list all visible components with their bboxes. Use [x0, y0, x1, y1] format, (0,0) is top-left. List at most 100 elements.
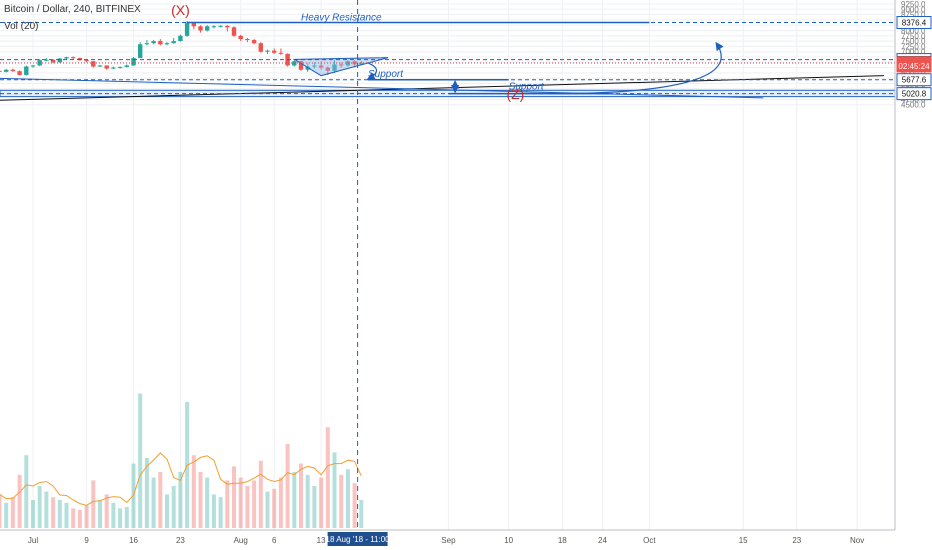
volume-bar	[118, 508, 123, 528]
volume-bar	[144, 458, 149, 528]
volume-bar	[71, 508, 76, 528]
time-tick-label: 6	[272, 536, 277, 545]
price-tick-label: 8000.0	[901, 27, 926, 36]
volume-bar	[31, 500, 35, 528]
candle-body	[97, 65, 103, 67]
time-tick-label: Jul	[28, 536, 38, 545]
candle-body	[17, 71, 22, 76]
annotation-label: Support	[509, 82, 545, 93]
price-badge-label: 02:45:24	[898, 62, 930, 71]
price-tick-label: 9250.0	[901, 0, 926, 9]
volume-bar	[292, 472, 297, 528]
candle-body	[325, 67, 330, 71]
annotation-label: Heavy Resistance	[301, 12, 382, 23]
candle-body	[91, 61, 96, 67]
volume-bar	[232, 466, 236, 528]
volume-bar	[171, 486, 176, 528]
projected-recovery-arrow	[548, 41, 724, 95]
volume-bar	[198, 472, 203, 528]
volume-bar	[151, 477, 156, 528]
volume-indicator-label: Vol (20)	[4, 21, 39, 32]
volume-bar	[305, 474, 310, 528]
candle-body	[191, 23, 196, 27]
descending-trendline	[0, 77, 764, 99]
volume-bar	[339, 474, 344, 528]
volume-bar	[252, 480, 257, 528]
price-badge-label: 5020.8	[902, 90, 927, 99]
volume-bar	[352, 483, 357, 528]
volume-bar	[319, 477, 324, 528]
volume-bar	[299, 463, 303, 528]
volume-bar	[84, 505, 89, 528]
volume-bar	[17, 474, 22, 528]
volume-bar	[265, 491, 270, 528]
candle-body	[57, 58, 62, 63]
time-tick-label: 15	[739, 536, 748, 545]
price-badge	[896, 87, 932, 101]
candle-body	[305, 66, 310, 70]
candle-body	[30, 65, 36, 67]
candle-body	[104, 65, 109, 69]
candle-body	[124, 65, 129, 67]
candle-body	[278, 52, 284, 54]
candle-body	[84, 60, 89, 62]
candle-body	[345, 61, 351, 66]
price-tick-label: 7000.0	[901, 48, 926, 57]
candle-body	[298, 61, 304, 70]
time-tick-label: Aug	[234, 536, 248, 545]
volume-bar	[225, 480, 230, 528]
projected-decline-arrow	[366, 62, 378, 81]
candle-body	[171, 41, 176, 44]
annotation-label: Support	[368, 69, 404, 80]
time-tick-label: 16	[129, 536, 138, 545]
candle-body	[44, 59, 49, 61]
volume-bar	[24, 455, 29, 528]
volume-bar	[51, 497, 56, 528]
volume-bar	[205, 477, 210, 528]
volume-bar	[312, 486, 317, 528]
annotation-label: (X)	[171, 2, 190, 18]
volume-bar	[238, 477, 243, 528]
candle-body	[0, 70, 2, 72]
candle-body	[225, 25, 230, 28]
candle-body	[318, 65, 324, 68]
candle-body	[251, 40, 257, 44]
time-tick-label: 18	[558, 536, 567, 545]
price-tick-label: 8750.0	[901, 11, 926, 20]
volume-bar	[98, 500, 102, 528]
candle-body	[117, 66, 123, 68]
time-tick-label: 23	[176, 536, 185, 545]
volume-bar	[359, 500, 364, 528]
volume-bar	[91, 480, 96, 528]
candle-body	[4, 69, 9, 72]
candle-body	[184, 23, 190, 36]
price-tick-label: 7250.0	[901, 42, 926, 51]
volume-bar	[10, 497, 15, 528]
candle-body	[50, 59, 56, 63]
candle-body	[218, 25, 223, 27]
candle-body	[164, 43, 170, 45]
volume-bar	[104, 494, 109, 528]
candle-body	[332, 64, 337, 71]
time-tick-label: 10	[504, 536, 513, 545]
candle-body	[64, 57, 69, 59]
volume-bar	[77, 509, 82, 528]
price-tick-label: 7500.0	[901, 37, 926, 46]
price-badge-label: 8376.4	[902, 19, 927, 28]
volume-bar	[111, 502, 116, 528]
price-badge	[896, 59, 932, 73]
time-tick-label: Oct	[643, 536, 656, 545]
price-badge-label: 5677.6	[902, 76, 927, 85]
annotation-label: (Z)	[506, 86, 524, 102]
candle-body	[238, 35, 243, 39]
volume-bar	[165, 494, 169, 528]
candle-body	[339, 64, 344, 66]
volume-bar	[124, 507, 129, 528]
price-tick-label: 9000.0	[901, 5, 926, 14]
time-tick-label: 13	[317, 536, 326, 545]
volume-moving-average	[0, 452, 362, 506]
time-tick-label: 9	[84, 536, 89, 545]
price-badge	[896, 16, 932, 30]
candle-body	[359, 62, 364, 65]
